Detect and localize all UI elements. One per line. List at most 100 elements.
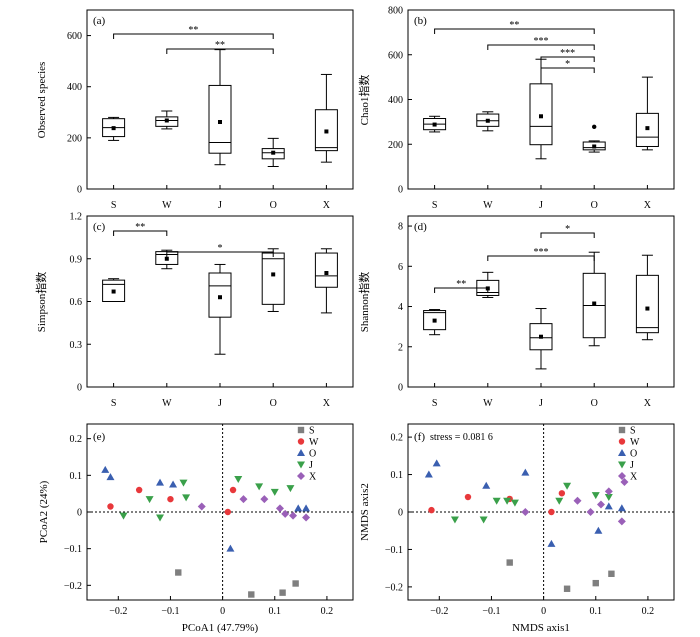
- legend-entry-W: W: [297, 437, 319, 448]
- x-tick-label: O: [591, 200, 598, 211]
- y-tick-label: 0: [77, 185, 82, 196]
- point-diamond: [289, 511, 298, 520]
- mean-marker: [592, 301, 597, 306]
- legend-entry-O: O: [297, 449, 316, 460]
- point-triangle-down: [618, 461, 626, 469]
- box-S: [102, 116, 126, 141]
- point-triangle-up: [294, 504, 303, 512]
- point-square: [297, 426, 305, 434]
- x-axis-label: NMDS axis1: [512, 622, 570, 634]
- legend-entry-X: X: [297, 472, 317, 483]
- point-square: [563, 585, 571, 592]
- legend-entry-J: J: [618, 460, 634, 471]
- point-triangle-down: [286, 485, 295, 493]
- point-square: [592, 579, 599, 587]
- point-triangle-up: [547, 539, 556, 547]
- legend-label: J: [630, 460, 634, 471]
- point-triangle-up: [594, 526, 603, 534]
- point-diamond: [620, 478, 629, 487]
- mean-marker: [218, 120, 222, 125]
- mean-marker: [539, 114, 543, 119]
- y-tick-label: 0: [398, 508, 403, 519]
- y-tick-label: 2: [398, 342, 403, 353]
- box-J: [529, 308, 553, 370]
- point-circle: [107, 503, 114, 510]
- y-tick-label: 0.3: [70, 340, 83, 351]
- point-circle: [464, 493, 472, 501]
- point-triangle-down: [503, 497, 512, 505]
- series-X: [197, 495, 311, 522]
- x-tick-label: W: [483, 398, 493, 409]
- x-tick-label: 0: [541, 606, 546, 617]
- point-triangle-down: [555, 497, 564, 505]
- point-diamond: [521, 508, 530, 516]
- point-circle: [229, 486, 237, 494]
- y-axis-label: Observed species: [36, 62, 48, 139]
- significance-bracket: **: [166, 40, 274, 54]
- x-tick-label: X: [644, 398, 652, 409]
- legend-entry-W: W: [618, 437, 640, 448]
- box-J: [208, 49, 232, 166]
- box-W: [155, 249, 179, 270]
- legend-entry-X: X: [618, 472, 638, 483]
- point-triangle-down: [182, 494, 191, 502]
- significance-bracket: *: [540, 224, 595, 238]
- bracket-line: [540, 67, 595, 73]
- x-tick-label: S: [432, 200, 438, 211]
- series-X: [521, 478, 629, 526]
- x-tick-label: −0.1: [482, 606, 500, 617]
- y-tick-label: 400: [388, 95, 403, 106]
- point-triangle-up: [617, 504, 626, 512]
- box-iqr: [261, 252, 285, 305]
- significance-label: **: [215, 40, 225, 51]
- significance-label: **: [456, 279, 466, 290]
- box-panel-a: (a) 0 200 400 600 Observed species S W J O X ** **: [36, 9, 354, 211]
- y-tick-label: 0.1: [391, 470, 404, 481]
- box-iqr: [208, 272, 232, 318]
- significance-label: ***: [560, 48, 575, 59]
- x-tick-label: W: [162, 200, 172, 211]
- point-circle: [428, 506, 435, 514]
- bracket-line: [487, 255, 595, 261]
- point-square: [506, 559, 513, 566]
- x-tick-label: X: [644, 200, 652, 211]
- series-S: [175, 569, 299, 598]
- point-triangle-down: [450, 516, 459, 524]
- significance-bracket: **: [434, 20, 595, 34]
- panel-label: (f): [414, 431, 425, 443]
- significance-label: **: [188, 25, 198, 36]
- legend-entry-J: J: [297, 460, 313, 471]
- x-tick-label: 0: [220, 606, 225, 617]
- legend-label: S: [309, 426, 315, 437]
- point-diamond: [617, 517, 626, 526]
- point-triangle-down: [563, 482, 572, 490]
- point-triangle-down: [270, 488, 279, 496]
- point-circle: [167, 495, 174, 503]
- x-tick-label: −0.1: [161, 606, 179, 617]
- mean-marker: [539, 334, 543, 339]
- y-tick-label: 4: [398, 302, 403, 313]
- y-tick-label: 0.2: [70, 434, 83, 445]
- y-tick-label: −0.2: [64, 581, 82, 592]
- y-axis-label: Chao1指数: [357, 75, 371, 126]
- panel-label: (a): [93, 15, 106, 27]
- y-tick-label: 1.2: [70, 212, 83, 223]
- x-tick-label: S: [111, 200, 117, 211]
- x-tick-label: J: [539, 398, 543, 409]
- point-triangle-up: [432, 459, 441, 467]
- point-square: [175, 569, 182, 576]
- x-tick-label: S: [432, 398, 438, 409]
- y-tick-label: 600: [388, 50, 403, 61]
- series-J: [119, 476, 295, 522]
- x-tick-label: 0.1: [590, 606, 603, 617]
- point-circle: [618, 438, 626, 445]
- bracket-line: [113, 230, 168, 236]
- mean-marker: [218, 295, 222, 300]
- point-triangle-down: [179, 479, 188, 487]
- point-circle: [548, 508, 555, 516]
- y-tick-label: 0: [398, 383, 403, 394]
- box-S: [423, 309, 447, 336]
- x-tick-label: S: [111, 398, 117, 409]
- point-diamond: [239, 495, 248, 504]
